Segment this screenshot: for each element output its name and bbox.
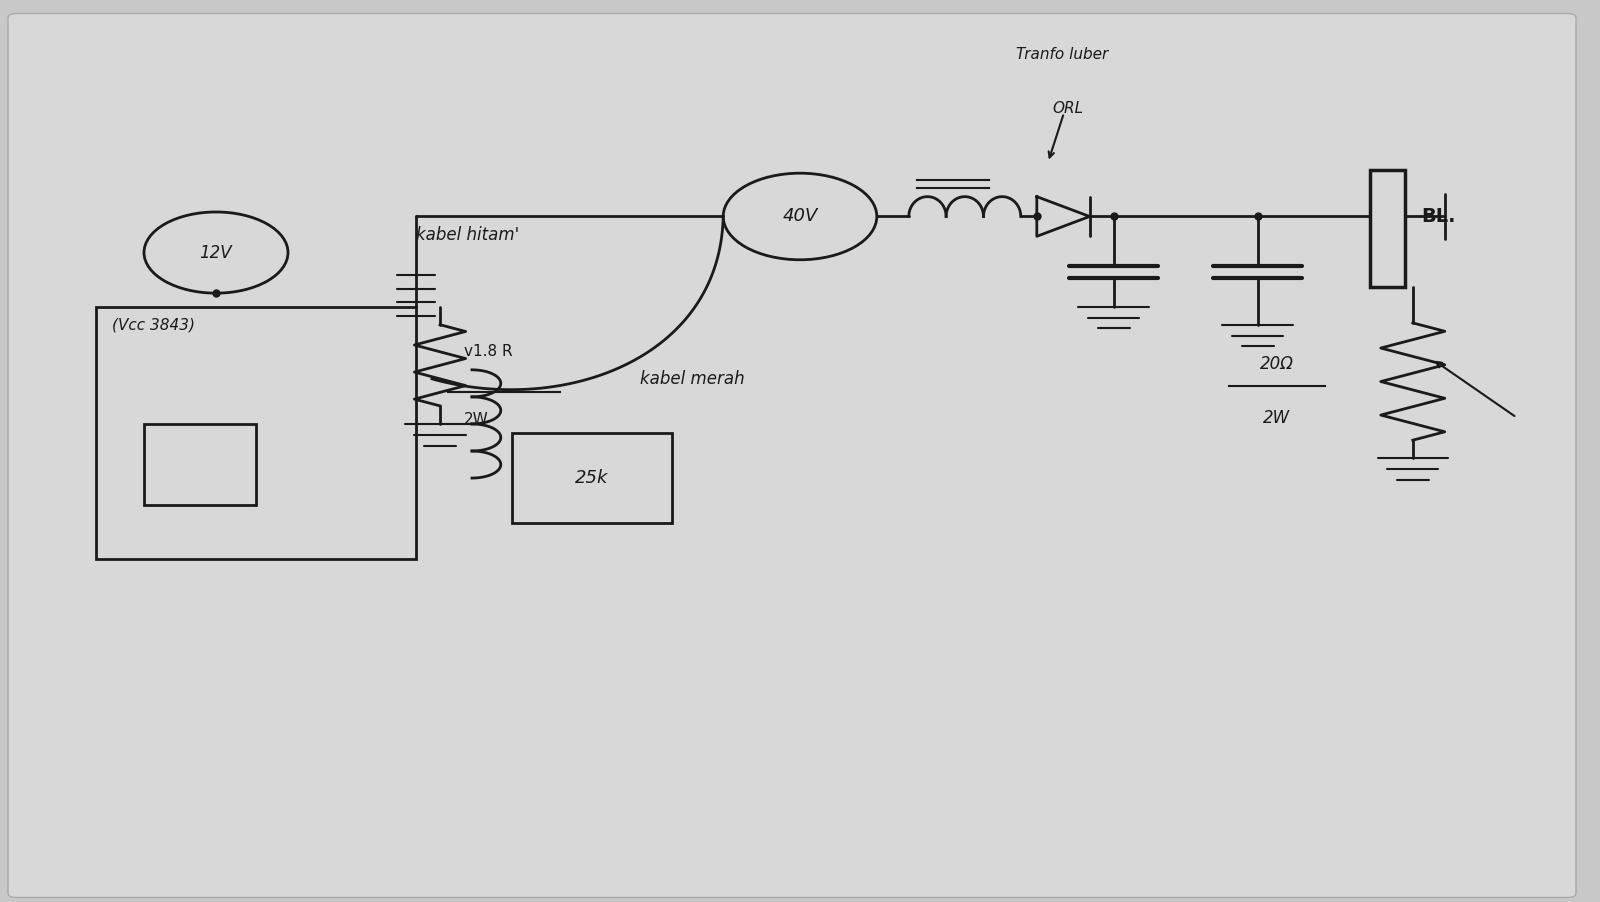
Text: 20Ω: 20Ω xyxy=(1259,354,1294,373)
Text: Tranfo luber: Tranfo luber xyxy=(1016,47,1109,61)
Text: 2W: 2W xyxy=(1264,409,1290,427)
Bar xyxy=(1370,170,1405,287)
Text: BL.: BL. xyxy=(1421,207,1456,226)
Text: v1.8 R: v1.8 R xyxy=(464,345,512,359)
Text: kabel hitam': kabel hitam' xyxy=(416,226,520,244)
Text: kabel merah: kabel merah xyxy=(640,370,744,388)
Text: 12V: 12V xyxy=(200,244,232,262)
Text: ORL: ORL xyxy=(1053,101,1083,115)
Bar xyxy=(512,433,672,523)
Text: (Vcc 3843): (Vcc 3843) xyxy=(112,318,195,332)
FancyBboxPatch shape xyxy=(8,14,1576,897)
Text: 2W: 2W xyxy=(464,412,488,427)
Text: 40V: 40V xyxy=(782,207,818,226)
Bar xyxy=(96,307,416,559)
Bar xyxy=(144,424,256,505)
Text: 25k: 25k xyxy=(576,469,608,487)
